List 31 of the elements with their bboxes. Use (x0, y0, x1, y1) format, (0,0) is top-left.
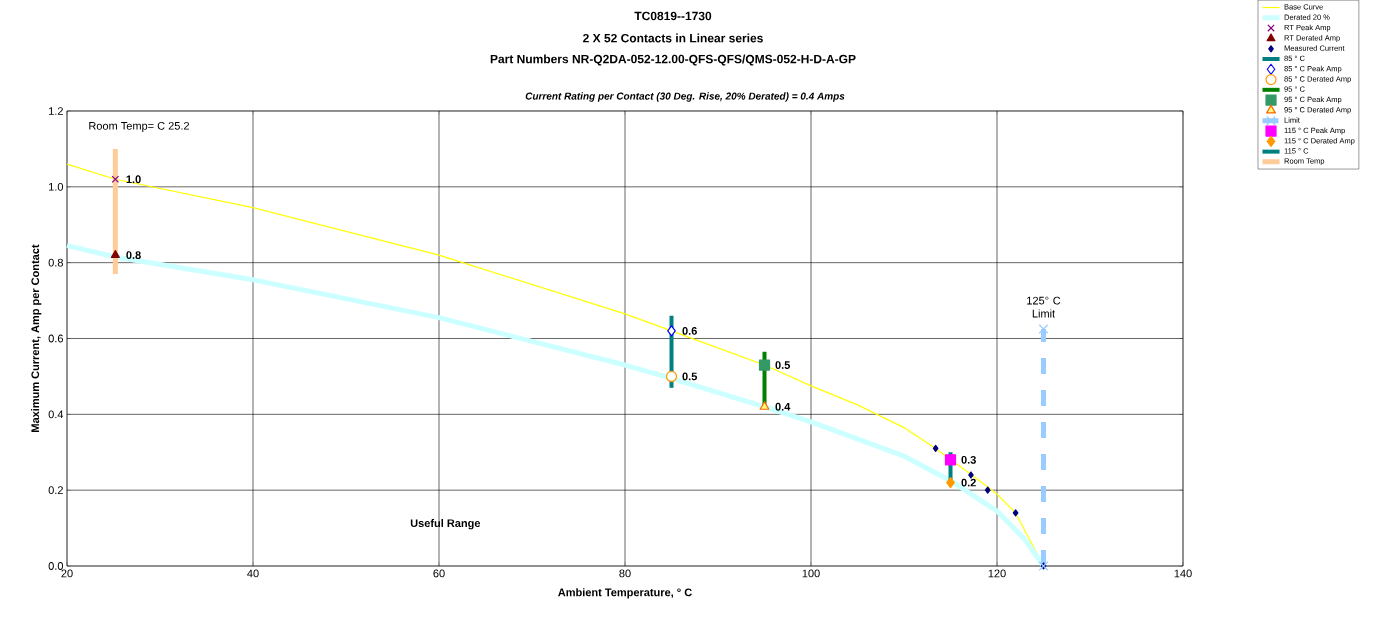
y-tick-label: 0.2 (48, 486, 63, 495)
annotation: Useful Range (410, 518, 481, 530)
y-tick-label: 0.4 (48, 410, 64, 419)
x-tick-label: 140 (1174, 569, 1192, 578)
annotation: 125° C Limit (1027, 296, 1061, 318)
x-tick-label: 60 (433, 569, 445, 578)
text: Current Rating per Contact (30 Deg. Rise, 20% Derated) = 0.4 Amps (525, 92, 845, 102)
data-label: 0.4 (775, 402, 791, 411)
y-tick-label: 0.8 (48, 258, 63, 267)
data-label: 0.5 (682, 372, 698, 381)
y-tick-label: 1.2 (49, 107, 63, 115)
x-tick-label: 100 (802, 569, 820, 578)
x-tick-label: 120 (988, 569, 1006, 578)
y-tick-label: 0.6 (48, 334, 63, 343)
x-axis-title: Ambient Temperature, ° C (558, 588, 692, 599)
data-label: 0.8 (126, 251, 141, 259)
data-label: 0.2 (961, 478, 976, 487)
x-tick-label: 40 (247, 569, 259, 578)
y-tick-label: 0.0 (48, 562, 64, 570)
x-tick-label: 20 (61, 569, 73, 578)
data-label: 1.0 (126, 175, 141, 184)
x-tick-label: 80 (619, 569, 631, 578)
data-label: 0.5 (775, 361, 791, 369)
data-label: 0.3 (961, 455, 976, 464)
annotation: Room Temp= C 25.2 (89, 121, 190, 132)
chart-title: TC0819--1730 (634, 11, 712, 21)
data-label: 0.6 (682, 327, 697, 335)
y-tick-label: 1.0 (49, 182, 64, 191)
y-axis-title: Maximum Current, Amp per Contact (31, 244, 42, 432)
text: Part Numbers NR-Q2DA-052-12.00-QFS-QFS/QMS-052-H-D-A-GP (490, 54, 856, 66)
chart-subtitle: 2 X 52 Contacts in Linear series (583, 33, 763, 43)
